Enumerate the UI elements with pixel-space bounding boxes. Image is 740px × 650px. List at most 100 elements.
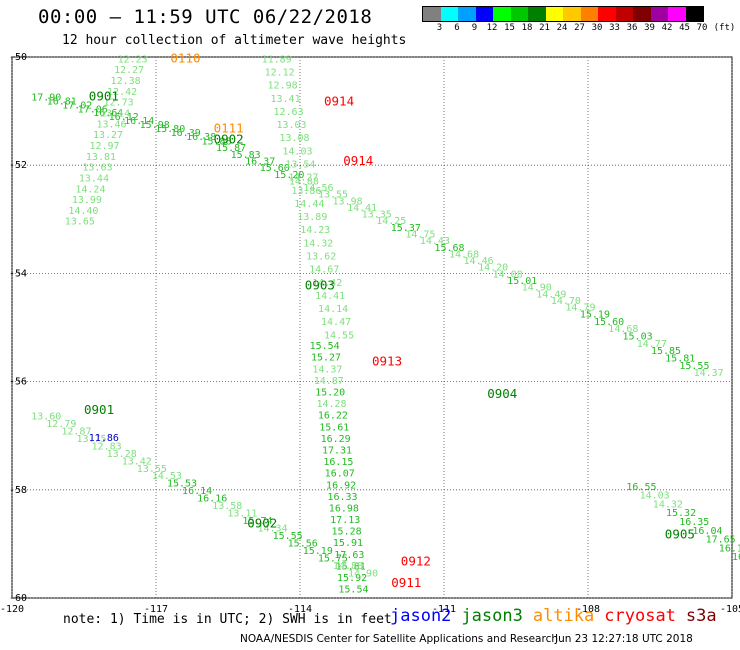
wave-height-value: 14.37 [694,368,724,379]
colorbar-swatch [615,7,633,21]
wave-height-value: 15.88 [201,137,231,148]
colorbar-tick-label: 27 [574,23,585,33]
wave-height-value: 13.99 [72,195,102,206]
wave-height-value: 16.29 [321,434,351,445]
pass-id-label: 0902 [247,516,277,531]
colorbar-tick-label: 12 [486,23,498,33]
wave-height-value: 14.90 [348,568,378,579]
colorbar-swatch [650,7,668,21]
footer-timestamp: Jun 23 12:27:18 UTC 2018 [555,633,693,645]
map-subtitle: 12 hour collection of altimeter wave hei… [62,33,407,48]
pass-id-label: 0911 [391,575,421,590]
wave-height-value: 13.75 [76,434,106,445]
wave-height-value: 15.28 [332,527,362,538]
wave-height-value: 14.03 [640,491,670,502]
wave-height-value: 12.63 [273,107,303,118]
wave-height-value: 12.73 [104,98,134,109]
wave-height-value: 14.77 [637,339,667,350]
wave-height-value: 13.03 [276,120,306,131]
wave-height-value: 17.31 [322,445,352,456]
wave-height-value: 15.61 [319,422,349,433]
colorbar-ticks: 3 6 9 12 15 18 21 24 27 30 33 36 39 42 45 70 (ft) [422,22,736,34]
wave-height-value: 14.46 [464,256,494,267]
wave-height-value: 14.41 [315,291,345,302]
footer-credit: NOAA/NESDIS Center for Satellite Applica… [240,633,558,645]
wave-height-value: 14.75 [405,229,435,240]
wave-height-value: 16.14 [124,116,154,127]
wave-height-value: 15.55 [679,361,709,372]
wave-height-value: 16.92 [326,480,356,491]
wave-height-value: 15.60 [594,317,624,328]
wave-height-value: 13.35 [362,210,392,221]
wave-height-value: 14.67 [309,265,339,276]
longitude-tick-label: -117 [144,604,168,615]
colorbar-swatch [580,7,598,21]
wave-height-value: 13.54 [285,160,315,171]
wave-height-value: 13.81 [86,152,116,163]
wave-height-value: 13.46 [96,119,126,130]
satellite-legend-altika: altika [532,606,595,626]
wave-height-value: 14.24 [75,184,105,195]
pass-id-label: 0913 [372,353,402,368]
wave-height-value: 16.81 [47,96,77,107]
wave-height-value: 14.79 [565,303,595,314]
wave-height-value: 13.44 [79,173,109,184]
wave-height-value: 15.54 [338,585,368,596]
wave-height-value: 14.43 [420,236,450,247]
colorbar-tick-label: 36 [626,23,638,33]
wave-height-value: 15.37 [391,223,421,234]
pass-id-label: 0901 [84,402,114,417]
wave-height-value: 14.40 [68,206,98,217]
wave-height-value: 12.97 [89,141,119,152]
wave-height-value: 12.42 [107,87,137,98]
colorbar-tick-label: (ft) [713,23,736,33]
wave-height-value: 13.08 [279,133,309,144]
wave-height-value: 16.14 [182,486,212,497]
pass-id-label: 0903 [305,278,335,293]
wave-height-value: 15.60 [260,163,290,174]
wave-height-value: 15.20 [315,388,345,399]
wave-height-value: 14.32 [653,499,683,510]
note-text: note: 1) Time is in UTC; 2) SWH is in fe… [63,612,392,627]
wave-height-value: 16.98 [329,503,359,514]
satellite-legend-jason3: jason3 [461,606,523,626]
pass-id-label: 0902 [214,132,244,147]
colorbar-tick-label: 15 [504,23,515,33]
wave-height-value: 14.20 [478,263,508,274]
colorbar-swatch [528,7,546,21]
wave-height-value: 14.34 [257,524,287,535]
wave-height-value: 14.28 [316,399,346,410]
latitude-tick-label: -58 [9,485,27,496]
wave-height-value: 16.37 [245,157,275,168]
wave-height-value: 15.80 [155,124,185,135]
wave-height-value: 13.42 [122,456,152,467]
wave-height-value: 13.98 [333,196,363,207]
colorbar-tick-label: 21 [539,23,550,33]
wave-height-value: 15.74 [242,516,272,527]
wave-height-value: 15.27 [311,353,341,364]
wave-height-value: 13.14 [100,109,130,120]
wave-height-value: 12.12 [265,68,295,79]
wave-height-value: 14.87 [314,376,344,387]
wave-height-value: 14.44 [294,199,324,210]
wave-height-value: 14.88 [333,561,363,572]
colorbar-swatch [545,7,563,21]
wave-height-value: 14.42 [312,278,342,289]
colorbar-tick-label: 24 [556,23,568,33]
colorbar-swatch [440,7,458,21]
wave-height-value: 14.68 [608,324,638,335]
wave-height-value: 15.03 [623,331,653,342]
colorbar-tick-label: 70 [696,23,708,33]
wave-height-value: 16.33 [327,492,357,503]
wave-height-colorbar-legend: 3 6 9 12 15 18 21 24 27 30 33 36 39 42 45 70 (ft) [422,6,736,34]
latitude-tick-label: -56 [9,377,27,388]
wave-height-value: 14.14 [318,304,348,315]
wave-height-value: 14.37 [312,364,342,375]
wave-height-value: 17.06 [78,104,108,115]
wave-height-value: 12.79 [46,419,76,430]
colorbar-tick-label: 39 [644,23,655,33]
wave-height-value: 14.70 [551,296,581,307]
colorbar-swatch [633,7,651,21]
wave-height-value: 12.98 [268,81,298,92]
colorbar-tick-label: 6 [454,23,460,33]
